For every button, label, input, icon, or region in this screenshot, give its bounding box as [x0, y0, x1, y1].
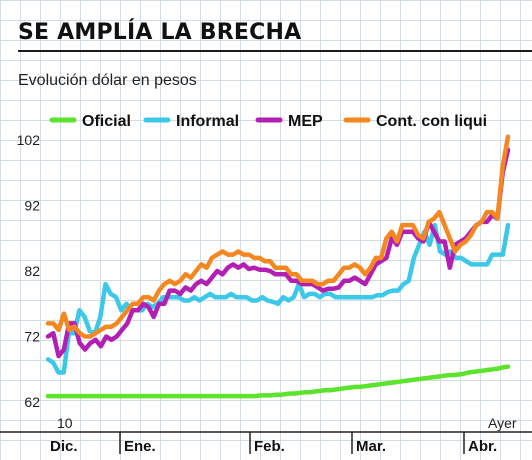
month-label: Ene. — [124, 438, 156, 455]
y-tick-label: 92 — [24, 198, 40, 214]
y-tick-label: 102 — [17, 132, 41, 148]
month-label: Feb. — [254, 438, 285, 455]
series-line — [45, 222, 511, 375]
month-label: Abr. — [468, 438, 497, 455]
legend-label: Informal — [176, 113, 239, 130]
series-line — [45, 364, 511, 399]
x-axis: 10 Ayer Dic. Ene. Feb. Mar. Abr. — [0, 415, 532, 455]
month-label: Dic. — [50, 438, 78, 455]
x-start-label: 10 — [57, 415, 73, 431]
month-label: Mar. — [356, 438, 386, 455]
y-axis-labels: 62 72 82 92 102 — [17, 132, 41, 410]
series-line — [45, 134, 511, 339]
x-end-label: Ayer — [488, 415, 517, 431]
series-lines — [45, 134, 511, 399]
y-tick-label: 82 — [24, 263, 40, 279]
legend: Oficial Informal MEP Cont. con liqui — [49, 113, 487, 130]
legend-label: Cont. con liqui — [376, 113, 487, 130]
y-tick-label: 62 — [24, 394, 40, 410]
chart-title: SE AMPLÍA LA BRECHA — [18, 20, 302, 45]
series-line — [45, 147, 511, 359]
y-tick-label: 72 — [24, 329, 40, 345]
legend-label: Oficial — [82, 113, 131, 130]
title-rule — [18, 50, 532, 52]
legend-label: MEP — [288, 113, 323, 130]
chart-subtitle: Evolución dólar en pesos — [18, 72, 197, 89]
